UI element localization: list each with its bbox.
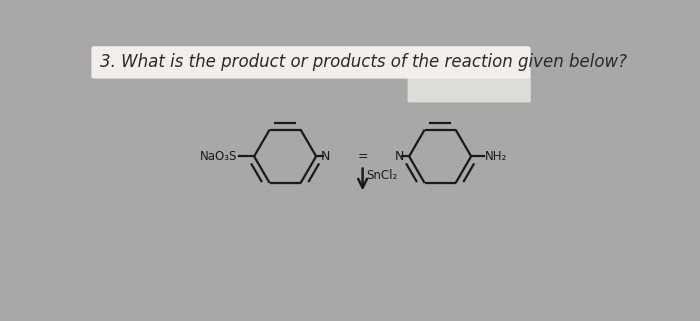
Text: 3. What is the product or products of the reaction given below?: 3. What is the product or products of th… [100,53,627,71]
Text: SnCl₂: SnCl₂ [367,169,398,182]
FancyBboxPatch shape [407,47,531,102]
Text: N: N [321,150,330,163]
FancyBboxPatch shape [92,46,530,79]
Text: N: N [395,150,405,163]
Text: NaO₃S: NaO₃S [199,150,237,163]
Text: =: = [357,150,368,163]
Text: NH₂: NH₂ [485,150,508,163]
